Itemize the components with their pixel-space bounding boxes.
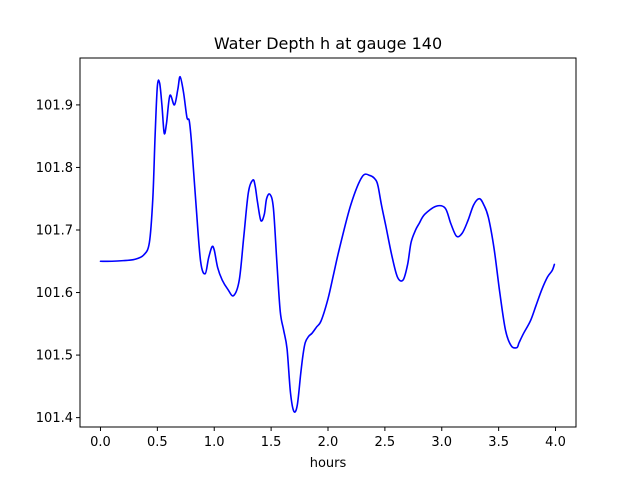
x-axis-title: hours [310, 456, 347, 471]
y-tick-label: 101.4 [36, 411, 73, 426]
x-tick-label: 2.5 [375, 435, 396, 450]
x-axis: 0.0 0.5 1.0 1.5 2.0 2.5 3.0 3.5 4.0 [90, 427, 566, 450]
x-tick-label: 4.0 [545, 435, 566, 450]
x-tick-label: 0.5 [147, 435, 168, 450]
y-tick-label: 101.9 [36, 98, 73, 113]
y-tick-label: 101.6 [36, 286, 73, 301]
x-tick-label: 3.5 [488, 435, 509, 450]
x-tick-label: 2.0 [318, 435, 339, 450]
x-tick-label: 1.5 [261, 435, 282, 450]
y-tick-label: 101.7 [36, 223, 73, 238]
x-tick-label: 1.0 [204, 435, 225, 450]
chart-title: Water Depth h at gauge 140 [214, 34, 442, 53]
x-tick-label: 0.0 [90, 435, 111, 450]
plot-area [99, 75, 556, 413]
y-tick-label: 101.8 [36, 161, 73, 176]
y-tick-label: 101.5 [36, 349, 73, 364]
y-axis: 101.4 101.5 101.6 101.7 101.8 101.9 [36, 98, 80, 426]
series-line [99, 75, 556, 413]
x-tick-label: 3.0 [431, 435, 452, 450]
